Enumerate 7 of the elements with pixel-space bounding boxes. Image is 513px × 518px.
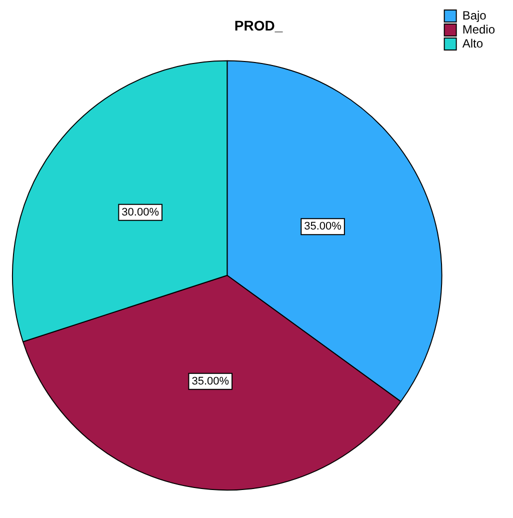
legend-label: Bajo <box>462 8 487 22</box>
data-label: 35.00% <box>192 375 230 388</box>
data-label: 35.00% <box>304 220 342 233</box>
text: PROD_ <box>234 17 283 34</box>
data-label: 30.00% <box>122 206 160 218</box>
legend-label: Alto <box>462 36 484 50</box>
legend-label: Medio <box>462 22 496 36</box>
